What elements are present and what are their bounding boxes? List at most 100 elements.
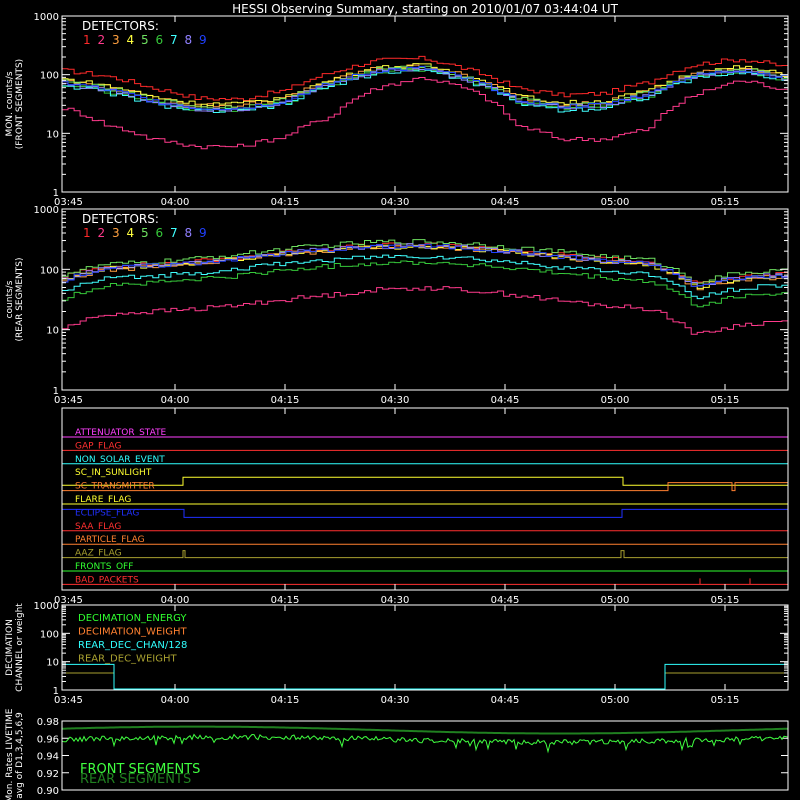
flag-label: GAP_FLAG <box>75 441 121 451</box>
legend-entry: 2 <box>98 226 106 240</box>
flag-label: SC_IN_SUNLIGHT <box>75 468 152 478</box>
x-tick-label: 03:45 <box>54 595 83 606</box>
figure-title: HESSI Observing Summary, starting on 201… <box>232 2 618 16</box>
y-tick-label: 10 <box>46 326 59 337</box>
x-tick-label: 04:30 <box>381 595 410 606</box>
x-tick-label: 04:00 <box>161 395 190 406</box>
x-tick-label: 04:15 <box>271 595 300 606</box>
y-tick-label: 1000 <box>34 205 59 216</box>
legend-entry: 5 <box>141 226 149 240</box>
y-tick-label: 1000 <box>34 601 59 612</box>
x-tick-label: 05:00 <box>601 395 630 406</box>
flag-line <box>62 482 788 492</box>
series-line-7 <box>62 254 788 300</box>
y-tick-label: 0.92 <box>37 769 59 780</box>
flag-label: FLARE_FLAG <box>75 495 131 505</box>
x-tick-label: 04:15 <box>271 695 300 706</box>
legend-entry: 4 <box>127 33 135 47</box>
y-tick-label: 100 <box>40 71 59 82</box>
y-tick-label: 1 <box>53 188 59 199</box>
flag-label: PARTICLE_FLAG <box>75 535 145 545</box>
y-axis-label: counts/s <box>5 280 15 318</box>
series-line-9 <box>62 65 788 111</box>
rear-dec-chan-line <box>62 663 788 690</box>
legend-entry: 4 <box>127 226 135 240</box>
dec-frame <box>61 604 789 691</box>
legend-entry: 9 <box>199 33 207 47</box>
x-tick-label: 03:45 <box>54 695 83 706</box>
x-tick-label: 04:30 <box>381 197 410 208</box>
y-axis-label: MON. counts/s <box>5 71 15 136</box>
flag-label: BAD_PACKETS <box>75 575 139 585</box>
x-tick-label: 03:45 <box>54 197 83 208</box>
legend-entry: 1 <box>83 226 91 240</box>
front-frame <box>61 15 789 193</box>
x-tick-label: 05:00 <box>601 595 630 606</box>
rear-dec-weight-line <box>62 672 788 691</box>
legend-entry: 3 <box>112 226 120 240</box>
x-tick-label: 05:15 <box>711 595 740 606</box>
y-axis-label: (FRONT SEGMENTS) <box>15 59 25 149</box>
flag-label: SAA_FLAG <box>75 522 121 532</box>
legend-entry: 1 <box>83 33 91 47</box>
front-segments-panel: 1 10 100 1000 03:45 04:00 04:15 04:30 04:45 05:00… <box>5 12 789 208</box>
flags-frame <box>61 407 789 591</box>
rear-livetime-line <box>62 725 789 735</box>
legend-entry: REAR SEGMENTS <box>80 772 191 787</box>
x-tick-label: 04:45 <box>491 395 520 406</box>
y-axis-label: Mon. Rates LIVETIME <box>5 708 15 800</box>
x-tick-label: 05:00 <box>601 695 630 706</box>
y-axis-label: avg of D1,3,4,5,6,9 <box>15 712 25 799</box>
legend-entry: 7 <box>170 33 178 47</box>
flag-label: SC_TRANSMITTER <box>75 482 155 492</box>
x-tick-label: 04:45 <box>491 197 520 208</box>
x-tick-label: 05:15 <box>711 695 740 706</box>
flag-label: ECLIPSE_FLAG <box>75 508 139 518</box>
flag-label: ATTENUATOR_STATE <box>75 428 167 438</box>
x-tick-label: 05:15 <box>711 395 740 406</box>
legend-entry: 2 <box>98 33 106 47</box>
flag-label: AAZ_FLAG <box>75 549 122 559</box>
legend-title: DETECTORS: <box>82 19 159 33</box>
legend-entry: DECIMATION_WEIGHT <box>78 627 187 638</box>
x-tick-label: 04:00 <box>161 695 190 706</box>
decimation-panel: 1 10 100 1000 03:45 04:00 04:15 04:30 04:45 05:00… <box>5 601 789 706</box>
legend-entry: 7 <box>170 226 178 240</box>
legend-entry: REAR_DEC_WEIGHT <box>78 654 177 665</box>
x-tick-label: 05:00 <box>601 197 630 208</box>
legend-entry: 5 <box>141 33 149 47</box>
flag-line <box>62 476 788 486</box>
flag-line <box>62 508 788 518</box>
y-tick-label: 10 <box>46 129 59 140</box>
x-tick-label: 04:15 <box>271 395 300 406</box>
x-tick-label: 04:00 <box>161 595 190 606</box>
y-tick-label: 1 <box>53 686 59 697</box>
y-tick-label: 0.90 <box>37 786 59 797</box>
series-line-6 <box>62 260 788 308</box>
y-tick-label: 100 <box>40 265 59 276</box>
flag-line <box>62 550 788 559</box>
x-tick-label: 04:00 <box>161 197 190 208</box>
series-line-2 <box>62 286 788 335</box>
x-tick-label: 03:45 <box>54 395 83 406</box>
x-tick-label: 04:45 <box>491 595 520 606</box>
legend-entry: 8 <box>185 226 193 240</box>
y-tick-label: 1 <box>53 386 59 397</box>
series-line-5 <box>62 239 788 284</box>
y-axis-label: (REAR SEGMENTS) <box>15 257 25 341</box>
front-livetime-line <box>61 733 789 754</box>
legend-entry: 6 <box>156 226 164 240</box>
y-tick-label: 0.94 <box>37 752 59 763</box>
rear-frame <box>61 208 789 391</box>
legend-entry: FRONT SEGMENTS <box>80 762 200 777</box>
live-frame <box>61 720 789 791</box>
series-line-1 <box>62 55 788 101</box>
legend-entry: 8 <box>185 33 193 47</box>
flag-label: FRONTS_OFF <box>75 562 133 572</box>
series-line-2 <box>62 77 788 150</box>
y-tick-label: 100 <box>40 629 59 640</box>
rear-segments-panel: 1 10 100 1000 03:45 04:00 04:15 04:30 04:45 05:00… <box>5 205 789 406</box>
legend-title: DETECTORS: <box>82 212 159 226</box>
series-line-3 <box>62 245 788 291</box>
x-tick-label: 04:15 <box>271 197 300 208</box>
